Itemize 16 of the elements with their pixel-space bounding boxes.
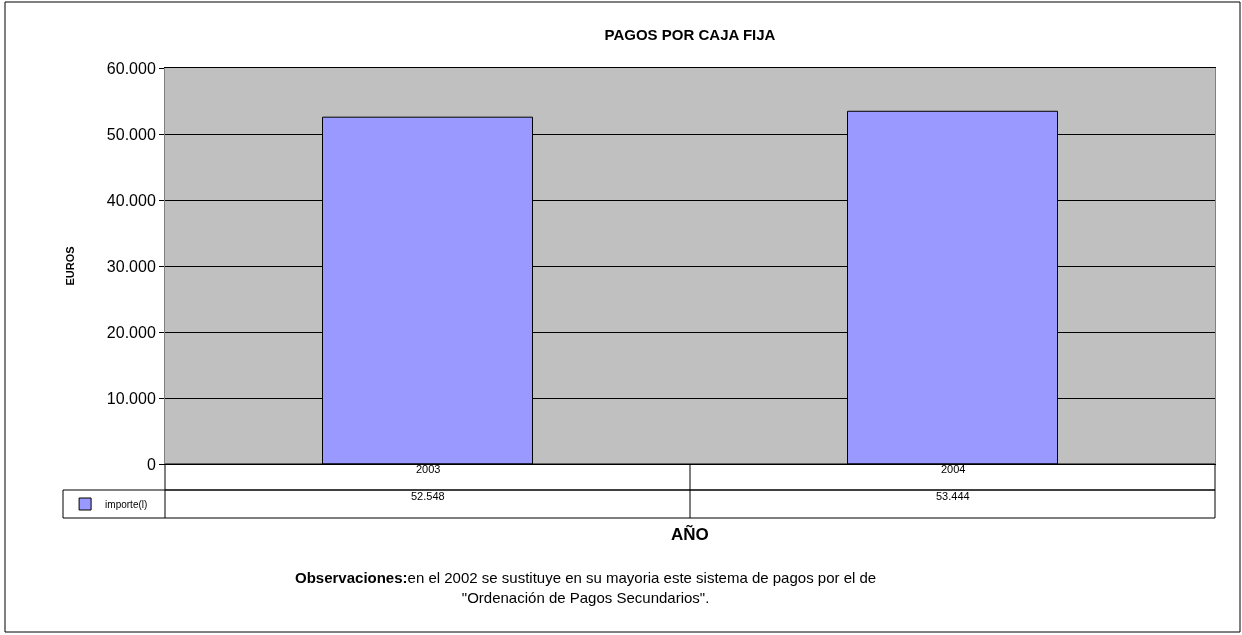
y-tick-label: 0 — [146, 455, 156, 473]
text: Observaciones: — [295, 569, 408, 586]
x-tick-label: 2004 — [941, 463, 966, 475]
y-tick-label: 40.000 — [106, 191, 156, 209]
data-label: 52.548 — [411, 490, 445, 502]
x-axis-title: AÑO — [671, 524, 709, 544]
y-tick-label: 50.000 — [106, 125, 156, 143]
y-tick-label: 20.000 — [106, 323, 156, 341]
y-tick-label: 10.000 — [106, 389, 156, 407]
data-label: 53.444 — [936, 490, 970, 502]
y-tick-label: 30.000 — [106, 257, 156, 275]
x-tick-label: 2003 — [416, 463, 441, 475]
y-tick-label: 60.000 — [106, 59, 156, 77]
y-axis-title: EUROS — [63, 246, 76, 286]
chart-title: PAGOS POR CAJA FIJA — [604, 26, 776, 44]
legend-label: importe(l) — [105, 498, 148, 510]
